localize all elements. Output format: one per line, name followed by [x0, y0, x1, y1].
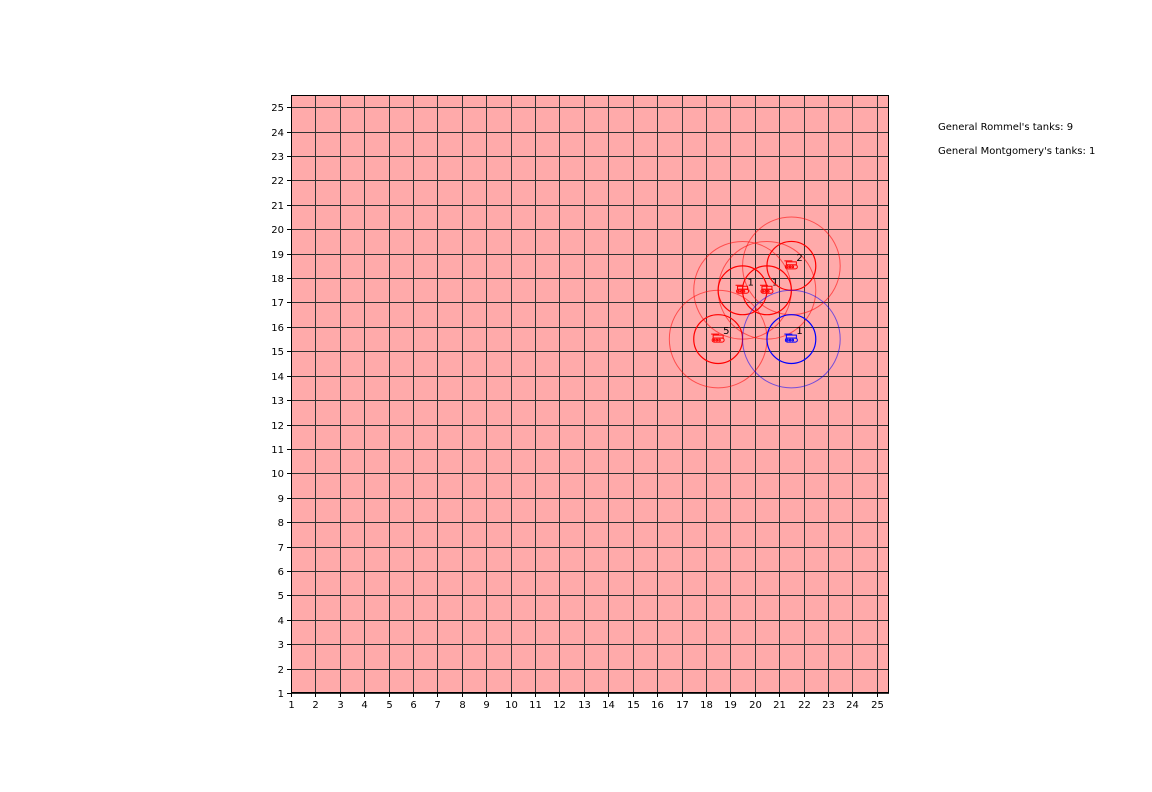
tank-wheel	[764, 289, 767, 293]
tank-tracks	[784, 264, 798, 270]
tank-wheel	[786, 265, 789, 269]
tank-wheel	[788, 265, 792, 269]
x-tick-label: 5	[386, 700, 392, 711]
y-tick-label: 24	[271, 128, 284, 139]
y-tick-label: 1	[278, 689, 284, 700]
x-tick-label: 1	[288, 700, 294, 711]
x-tick-label: 7	[434, 700, 440, 711]
x-tick-label: 19	[724, 700, 737, 711]
tank-count-label: 1	[796, 326, 802, 337]
tank-tracks	[784, 337, 798, 343]
y-tick-label: 17	[271, 298, 284, 309]
tank-wheel	[788, 338, 792, 342]
x-tick-label: 3	[337, 700, 343, 711]
y-tick-label: 3	[278, 640, 284, 651]
tank-count-label: 5	[723, 326, 729, 337]
y-tick-label: 11	[271, 445, 284, 456]
y-tick-label: 5	[278, 591, 284, 602]
tank-wheel	[761, 289, 765, 293]
tank-icon	[711, 333, 725, 343]
y-tick-label: 6	[278, 567, 284, 578]
x-tick-label: 4	[361, 700, 367, 711]
tank-wheel	[791, 265, 795, 269]
tank-wheel	[786, 338, 789, 342]
tank-count-label: 1	[772, 277, 778, 288]
range-circle-outer	[742, 289, 841, 389]
tank-count-label: 1	[748, 277, 754, 288]
y-tick-label: 7	[278, 543, 284, 554]
y-tick-label: 14	[271, 372, 284, 383]
x-tick-label: 16	[651, 700, 664, 711]
x-tick-label: 14	[602, 700, 615, 711]
board-frame	[291, 95, 889, 693]
x-tick-label: 6	[410, 700, 416, 711]
tank-icon	[759, 284, 774, 294]
x-tick-label: 13	[578, 700, 591, 711]
y-tick-label: 22	[271, 176, 284, 187]
x-tick-label: 12	[553, 700, 566, 711]
x-tick-label: 11	[529, 700, 542, 711]
x-tick-label: 20	[749, 700, 762, 711]
x-tick-label: 18	[700, 700, 713, 711]
x-tick-label: 25	[871, 700, 884, 711]
x-tick-label: 2	[312, 700, 318, 711]
tank-icon	[784, 260, 798, 270]
y-tick-label: 16	[271, 323, 284, 334]
x-tick-label: 8	[459, 700, 465, 711]
tank-wheel	[718, 338, 721, 342]
tank-tracks	[711, 337, 725, 343]
tank-count-label: 2	[796, 253, 802, 264]
y-tick-label: 4	[278, 616, 284, 627]
x-tick-label: 23	[822, 700, 835, 711]
y-tick-label: 13	[271, 396, 284, 407]
tank-wheel	[791, 338, 795, 342]
tank-icon	[784, 333, 798, 343]
y-tick-label: 23	[271, 152, 284, 163]
y-tick-label: 2	[278, 665, 284, 676]
board-background	[291, 95, 889, 693]
blue-tank-unit[interactable]: 1	[742, 289, 841, 389]
rommel-tank-count: General Rommel's tanks: 9	[938, 122, 1074, 133]
y-tick-label: 18	[271, 274, 284, 285]
y-tick-label: 21	[271, 201, 284, 212]
tank-wheel	[712, 338, 716, 342]
y-tick-label: 15	[271, 347, 284, 358]
x-tick-label: 17	[676, 700, 689, 711]
tank-wheel	[767, 289, 770, 293]
x-tick-label: 10	[505, 700, 518, 711]
y-tick-label: 25	[271, 103, 284, 114]
x-tick-label: 15	[627, 700, 640, 711]
montgomery-tank-count: General Montgomery's tanks: 1	[938, 146, 1096, 157]
x-tick-label: 24	[846, 700, 859, 711]
grid-lines	[291, 95, 889, 694]
y-tick-label: 9	[278, 494, 284, 505]
tank-wheel	[715, 338, 719, 342]
y-tick-label: 8	[278, 518, 284, 529]
y-tick-label: 19	[271, 250, 284, 261]
tank-tracks	[760, 288, 774, 294]
x-tick-label: 22	[798, 700, 811, 711]
y-tick-label: 10	[271, 469, 284, 480]
x-tick-label: 9	[483, 700, 489, 711]
x-tick-label: 21	[773, 700, 786, 711]
y-tick-label: 12	[271, 421, 284, 432]
range-circle-inner	[766, 314, 817, 365]
tank-wheel	[737, 289, 740, 293]
y-tick-label: 20	[271, 225, 284, 236]
